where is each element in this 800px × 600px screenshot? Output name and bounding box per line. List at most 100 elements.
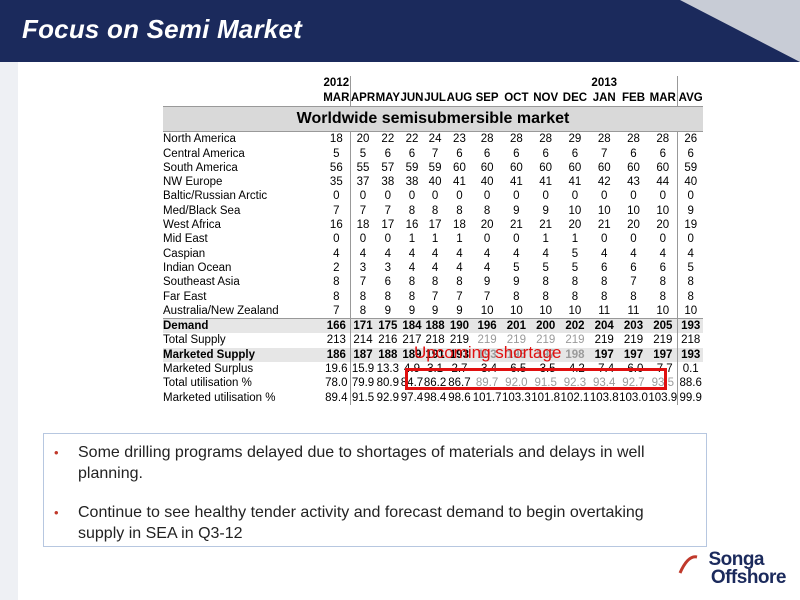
row-value: 216 <box>375 333 401 348</box>
row-value: 19 <box>677 218 703 233</box>
row-value: 4 <box>408 261 416 274</box>
row-value: 188 <box>375 347 401 363</box>
row-value: 7 <box>601 147 608 160</box>
row-value: 4 <box>483 247 491 260</box>
table-row: Baltic/Russian Arctic 0 0 0 0 0 0 0 0 0 0 0 0 0 0 <box>163 189 703 204</box>
row-value: 0 <box>333 190 340 203</box>
row-value: 5 <box>513 261 520 274</box>
row-label: Total utilisation % <box>163 376 323 391</box>
month-header: FEB <box>618 90 649 108</box>
row-value: 0 <box>408 190 416 203</box>
row-value: 198 <box>560 347 590 363</box>
row-value: 88.6 <box>677 376 703 391</box>
row-value: 89.4 <box>323 390 351 405</box>
marketed-util-row: Marketed utilisation % 89.4 91.5 92.9 97.4 98… <box>163 390 703 405</box>
row-label: Southeast Asia <box>163 276 240 289</box>
row-value: 20 <box>656 219 670 232</box>
row-value: 0 <box>384 233 392 246</box>
row-value: 197 <box>589 347 619 363</box>
row-value: 200 <box>531 318 561 334</box>
row-value: 0 <box>659 190 666 203</box>
row-value: 22 <box>381 133 395 146</box>
shortage-highlight-box <box>405 368 667 390</box>
row-value: 188 <box>423 318 447 334</box>
row-value: 57 <box>381 161 395 174</box>
year-spacer <box>349 76 376 91</box>
band-row: Worldwide semisubmersible market <box>163 106 703 133</box>
row-value: 7 <box>333 304 340 317</box>
row-value: 41 <box>453 176 466 189</box>
row-label: South America <box>163 161 238 174</box>
row-value: 9 <box>408 304 416 317</box>
row-value: 0 <box>513 233 520 246</box>
logo-swoosh-icon <box>678 555 698 574</box>
row-value: 7 <box>456 290 463 303</box>
row-value: 40 <box>677 175 703 190</box>
row-value: 6 <box>542 147 549 160</box>
row-value: 166 <box>323 318 351 334</box>
row-value: 4 <box>677 246 703 261</box>
row-value: 98.6 <box>446 390 473 405</box>
month-header: AUG <box>446 90 473 108</box>
row-value: 219 <box>648 333 678 348</box>
row-value: 7 <box>349 203 376 219</box>
row-value: 8 <box>384 290 392 303</box>
region-header <box>163 90 323 108</box>
market-table-container: 2012 2013 MAR APR MAY JUN JUL AUG SEP OCT NOV DEC JA… <box>163 76 703 405</box>
row-value: 41 <box>509 176 523 189</box>
row-value: 3 <box>349 260 376 276</box>
year-spacer <box>446 76 472 90</box>
row-value: 9 <box>384 304 392 317</box>
row-value: 0.1 <box>677 362 703 377</box>
row-value: 8 <box>513 290 520 303</box>
year-spacer <box>560 76 589 90</box>
bullet-text: Some drilling programs delayed due to sh… <box>78 444 645 482</box>
row-value: 1 <box>408 233 416 246</box>
row-value: 28 <box>597 133 611 146</box>
year-spacer <box>531 76 560 90</box>
row-value: 9 <box>513 276 520 289</box>
row-value: 8 <box>349 289 376 304</box>
row-value: 92.9 <box>375 390 401 405</box>
row-label: Mid East <box>163 233 208 246</box>
bullet-box: • Some drilling programs delayed due to … <box>43 433 707 547</box>
table-row: Far East 8 8 8 8 7 7 7 8 8 8 8 8 8 8 <box>163 289 703 304</box>
year-spacer <box>400 76 423 90</box>
logo-line1: Songa <box>708 549 764 570</box>
row-value: 0 <box>333 233 340 246</box>
row-value: 0 <box>677 232 703 247</box>
table-row: Indian Ocean 2 3 3 4 4 4 4 5 5 5 6 6 6 5 <box>163 260 703 276</box>
row-value: 171 <box>349 318 376 334</box>
row-value: 60 <box>509 161 523 174</box>
row-value: 42 <box>597 176 611 189</box>
row-value: 197 <box>648 347 678 363</box>
row-value: 26 <box>677 131 703 147</box>
row-value: 219 <box>560 333 590 348</box>
row-value: 1 <box>571 233 579 246</box>
row-value: 21 <box>539 219 553 232</box>
table-row: West Africa 16 18 17 16 17 18 20 21 21 20 21 20 20 19 <box>163 218 703 233</box>
row-value: 15.9 <box>349 362 376 377</box>
row-value: 4 <box>456 247 463 260</box>
row-value: 8 <box>659 290 666 303</box>
row-value: 8 <box>601 290 608 303</box>
row-value: 56 <box>329 161 343 174</box>
row-label: Indian Ocean <box>163 261 232 274</box>
row-value: 11 <box>627 304 640 317</box>
marketed-supply-row: Marketed Supply 186 187 188 189 191 193 193 195 1… <box>163 347 703 363</box>
row-value: 28 <box>656 133 670 146</box>
row-value: 193 <box>677 347 703 363</box>
table-row: Caspian 4 4 4 4 4 4 4 4 4 5 4 4 4 4 <box>163 246 703 261</box>
row-value: 8 <box>630 290 637 303</box>
bullet-item: • Some drilling programs delayed due to … <box>54 442 688 484</box>
row-value: 8 <box>408 290 416 303</box>
row-value: 0 <box>349 232 376 247</box>
table-row: Australia/New Zealand 7 8 9 9 9 9 10 10 10 10 11 11 1… <box>163 303 703 319</box>
row-value: 91.5 <box>349 390 376 405</box>
row-value: 35 <box>329 176 343 189</box>
side-decoration <box>0 62 18 600</box>
row-value: 186 <box>323 347 351 363</box>
row-value: 0 <box>349 189 376 204</box>
row-value: 8 <box>601 276 608 289</box>
row-value: 6 <box>483 147 491 160</box>
